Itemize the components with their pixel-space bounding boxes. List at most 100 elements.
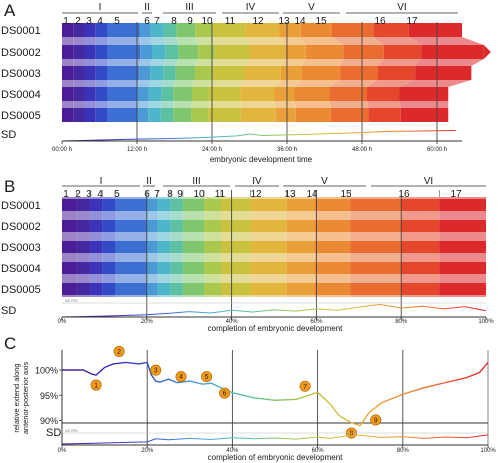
stage-bar-segment xyxy=(95,66,107,80)
stage-bar-segment xyxy=(383,45,422,59)
stage-number-label: 9 xyxy=(177,189,183,200)
sd-label: SD xyxy=(1,129,16,141)
stage-band-connector xyxy=(294,80,341,87)
stage-band-connector xyxy=(95,80,107,87)
stage-number-label: 12 xyxy=(250,189,262,200)
stage-bar-segment xyxy=(152,45,166,59)
x-tick-label: 00:00 h xyxy=(52,147,72,153)
stage-bar-segment xyxy=(332,23,374,37)
x-tick-label: 80% xyxy=(395,319,408,325)
panel-b-chart: DS0001DS0002DS0003DS0004DS00051234567891… xyxy=(1,176,494,325)
stage-band-connector xyxy=(175,59,199,66)
stage-bar-segment xyxy=(195,23,213,37)
stage-bar-segment xyxy=(286,199,315,211)
stage-number-label: 15 xyxy=(315,16,327,27)
stage-bar-segment xyxy=(204,262,221,274)
stage-bar-segment xyxy=(73,87,85,101)
stage-bar-segment xyxy=(343,45,384,59)
stage-bar-segment xyxy=(160,108,174,122)
stage-bar-segment xyxy=(401,220,440,232)
stage-bar-segment xyxy=(89,262,103,274)
stage-band-connector xyxy=(73,37,85,45)
row-label: DS0001 xyxy=(1,25,41,37)
row-label: DS0002 xyxy=(1,221,41,233)
stage-bar-segment xyxy=(314,199,351,211)
stage-band-connector xyxy=(367,101,401,108)
stage-bar-segment xyxy=(73,23,85,37)
panel-c-ylabel-line2: anterior-posterior axis xyxy=(21,361,30,434)
stage-bar-segment xyxy=(368,108,401,122)
stage-bar-segment xyxy=(240,87,275,101)
row-label: DS0003 xyxy=(1,242,41,254)
stage-bar-segment xyxy=(89,199,103,211)
stage-bar-segment xyxy=(204,199,221,211)
stage-bar-segment xyxy=(415,66,472,80)
stage-bar-segment xyxy=(137,87,149,101)
stage-bar-segment xyxy=(401,283,440,295)
stage-bar-segment xyxy=(221,262,251,274)
stage-bar-segment xyxy=(401,199,440,211)
panel-c-ylabel-line1: relative extend along xyxy=(12,363,21,432)
stage-bar-segment xyxy=(89,241,103,253)
stage-bar-segment xyxy=(107,45,141,59)
stage-bar-segment xyxy=(107,23,140,37)
sd-line xyxy=(61,303,487,318)
stage-bar-segment xyxy=(314,262,351,274)
sd-line xyxy=(61,434,489,445)
stage-number-label: 1 xyxy=(63,16,69,27)
stage-number-label: 11 xyxy=(215,189,226,200)
stage-bar-segment xyxy=(148,108,161,122)
stage-number-label: 8 xyxy=(171,16,177,27)
stage-band-connector xyxy=(332,37,384,45)
stage-band-connector xyxy=(176,37,199,45)
stage-bar-segment xyxy=(95,87,107,101)
stage-band-connector xyxy=(163,37,179,45)
stage-band-connector xyxy=(244,59,286,66)
stage-band-connector xyxy=(84,80,96,87)
stage-bar-segment xyxy=(249,45,286,59)
stage-group-label: II xyxy=(144,2,150,13)
stage-marker-label: 1 xyxy=(94,383,98,390)
stage-bar-segment xyxy=(240,108,276,122)
stage-bar-segment xyxy=(139,23,151,37)
stage-bar-segment xyxy=(115,199,147,211)
stage-bar-segment xyxy=(439,220,486,232)
stage-band-connector xyxy=(208,101,241,108)
stage-marker xyxy=(175,371,187,383)
stage-band-connector xyxy=(399,101,449,108)
stage-bar-segment xyxy=(76,199,90,211)
stage-bar-segment xyxy=(314,241,351,253)
stage-bar-segment xyxy=(150,66,164,80)
stage-bar-segment xyxy=(161,87,174,101)
stage-group-label: IV xyxy=(252,176,262,187)
y-tick-label: 95% xyxy=(40,391,58,401)
stage-bar-segment xyxy=(73,108,85,122)
stage-band-connector xyxy=(302,59,344,66)
stage-bar-segment xyxy=(373,23,409,37)
stage-band-connector xyxy=(73,101,85,108)
stage-number-label: 5 xyxy=(114,16,120,27)
stage-bar-segment xyxy=(170,283,183,295)
stage-bar-segment xyxy=(84,108,96,122)
stage-band-connector xyxy=(107,80,139,87)
stage-bar-segment xyxy=(95,108,107,122)
stage-number-label: 2 xyxy=(75,16,81,27)
stage-band-connector xyxy=(212,59,250,66)
stage-bar-segment xyxy=(102,262,115,274)
stage-bar-segment xyxy=(212,23,246,37)
x-tick-label: 36:00 h xyxy=(277,147,297,153)
x-tick-label: 100% xyxy=(478,319,494,325)
panel-c-xlabel: completion of embryonic development xyxy=(208,453,344,462)
y-tick-label: 90% xyxy=(40,416,58,426)
stage-band-connector xyxy=(329,101,369,108)
stage-bar-segment xyxy=(286,220,315,232)
stage-band-connector xyxy=(399,80,472,87)
stage-bar-segment xyxy=(115,220,147,232)
x-tick-label: 12:00 h xyxy=(127,147,147,153)
stage-bar-segment xyxy=(89,283,103,295)
stage-bar-segment xyxy=(76,220,90,232)
stage-number-label: 16 xyxy=(374,16,386,27)
panel-letter-c: C xyxy=(4,334,16,353)
stage-band-connector xyxy=(274,80,302,87)
stage-bar-arrow xyxy=(483,45,491,59)
